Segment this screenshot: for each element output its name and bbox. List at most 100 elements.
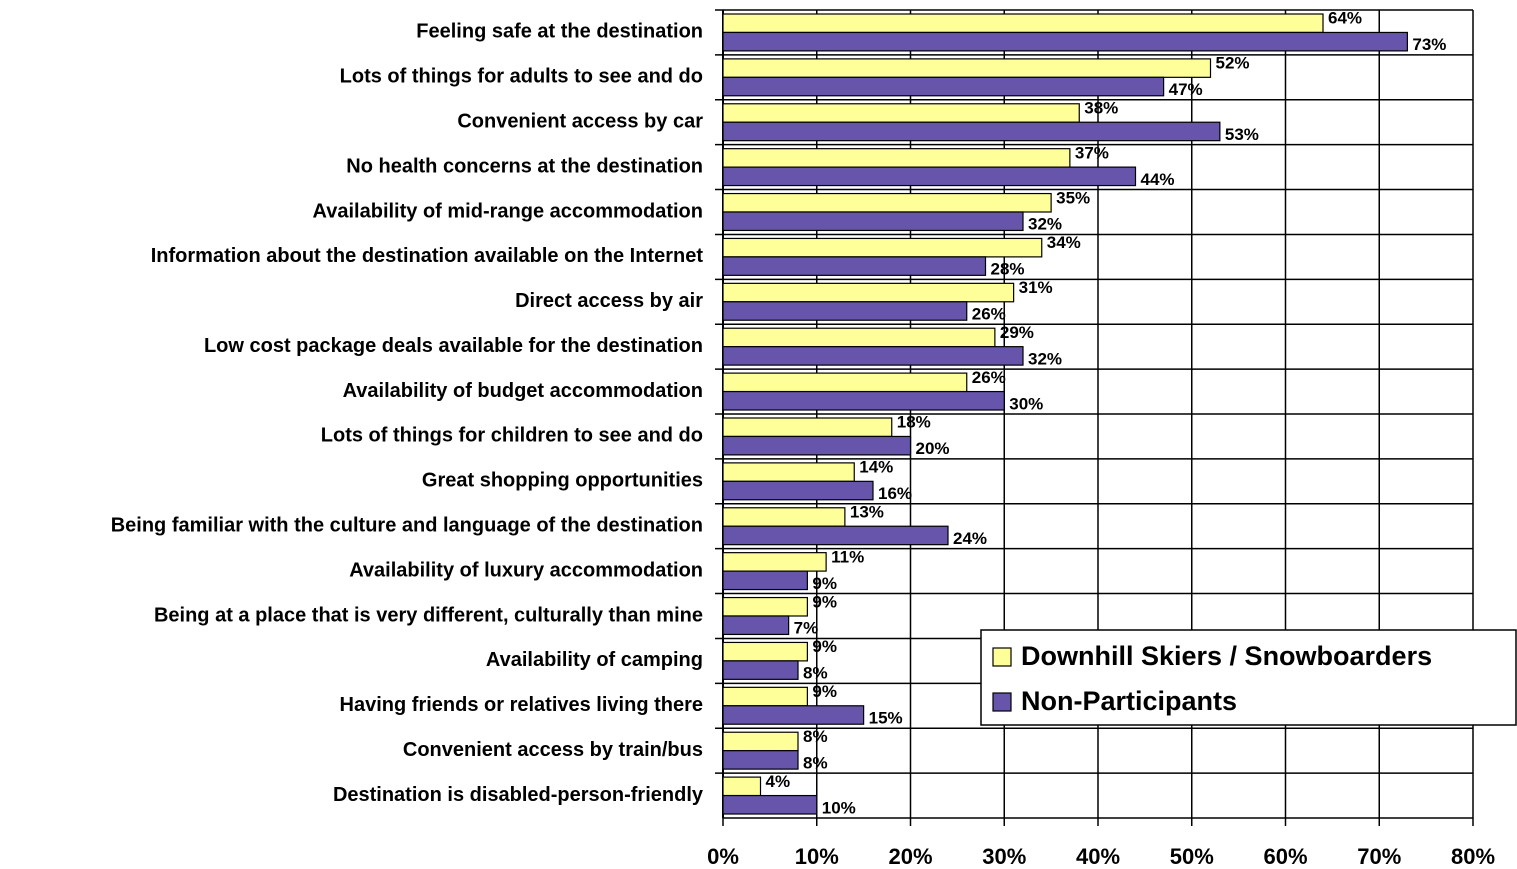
bar	[722, 776, 762, 797]
bar	[722, 121, 1221, 142]
bar	[722, 76, 1165, 97]
category-label: Convenient access by train/bus	[403, 739, 703, 761]
bar	[722, 58, 1212, 78]
x-tick-label: 30%	[982, 844, 1026, 869]
bar	[722, 705, 865, 725]
category-label: Direct access by air	[515, 290, 703, 312]
value-label: 15%	[869, 708, 903, 727]
bar	[722, 480, 874, 501]
bar	[722, 596, 808, 617]
value-label: 37%	[1075, 143, 1109, 162]
value-label: 34%	[1047, 233, 1081, 252]
category-label: Destination is disabled-person-friendly	[333, 784, 704, 806]
legend-swatch	[992, 692, 1012, 712]
category-label: Convenient access by car	[457, 111, 703, 133]
category-label: Availability of mid-range accommodation	[313, 200, 703, 222]
bar	[722, 346, 1024, 366]
category-label: Low cost package deals available for the…	[204, 335, 703, 357]
bar	[722, 435, 912, 456]
category-label: Availability of luxury accommodation	[349, 559, 703, 581]
value-label: 18%	[897, 413, 931, 432]
bar	[722, 211, 1024, 232]
value-label: 16%	[878, 484, 912, 503]
bar	[722, 731, 799, 752]
category-label: Information about the destination availa…	[151, 245, 704, 267]
value-label: 14%	[859, 458, 893, 477]
value-label: 10%	[822, 798, 856, 817]
bar	[722, 327, 996, 348]
category-label: No health concerns at the destination	[346, 155, 703, 177]
bar	[722, 462, 855, 482]
value-label: 9%	[812, 682, 837, 701]
bar	[722, 192, 1052, 213]
value-label: 29%	[1000, 323, 1034, 342]
x-tick-label: 50%	[1170, 844, 1214, 869]
category-label: Great shopping opportunities	[422, 470, 703, 492]
bar	[722, 615, 790, 636]
bar	[722, 13, 1324, 34]
value-label: 47%	[1169, 80, 1203, 99]
value-label: 35%	[1056, 188, 1090, 207]
value-label: 11%	[831, 547, 864, 566]
bar	[722, 166, 1137, 187]
legend-box	[980, 629, 1517, 726]
legend-label: Downhill Skiers / Snowboarders	[1021, 641, 1432, 671]
value-label: 26%	[972, 368, 1006, 387]
bar	[722, 390, 1005, 411]
x-tick-label: 80%	[1451, 844, 1495, 869]
value-label: 32%	[1028, 215, 1062, 234]
bar	[722, 372, 968, 393]
value-label: 7%	[794, 619, 819, 638]
value-label: 44%	[1141, 170, 1175, 189]
value-label: 8%	[803, 664, 828, 683]
legend-swatch	[992, 647, 1012, 667]
category-label: Lots of things for children to see and d…	[321, 425, 703, 447]
bar	[722, 660, 799, 680]
category-label: Lots of things for adults to see and do	[340, 66, 703, 88]
bar	[722, 570, 808, 591]
x-tick-label: 60%	[1263, 844, 1307, 869]
value-label: 24%	[953, 529, 987, 548]
bar	[722, 641, 808, 662]
value-label: 53%	[1225, 125, 1259, 144]
value-label: 8%	[803, 753, 828, 772]
category-label: Having friends or relatives living there	[340, 694, 703, 716]
value-label: 9%	[812, 574, 837, 593]
bar	[722, 686, 808, 707]
value-label: 64%	[1328, 9, 1362, 28]
bar	[722, 282, 1015, 303]
x-tick-label: 70%	[1357, 844, 1401, 869]
bar	[722, 256, 987, 276]
value-label: 30%	[1009, 394, 1043, 413]
bar	[722, 31, 1408, 52]
value-label: 13%	[850, 502, 884, 521]
x-tick-label: 20%	[888, 844, 932, 869]
bar	[722, 794, 818, 815]
value-label: 9%	[812, 592, 837, 611]
bar	[722, 525, 949, 546]
value-label: 31%	[1019, 278, 1053, 297]
value-label: 73%	[1412, 35, 1446, 54]
category-label: Being familiar with the culture and lang…	[111, 515, 703, 537]
bar	[722, 750, 799, 770]
bar	[722, 417, 893, 438]
value-label: 8%	[803, 727, 828, 746]
value-label: 52%	[1216, 54, 1250, 73]
bar	[722, 237, 1043, 258]
value-label: 4%	[766, 772, 791, 791]
bar	[722, 507, 846, 527]
legend-label: Non-Participants	[1021, 686, 1237, 716]
category-label: Availability of camping	[486, 649, 703, 671]
x-tick-label: 40%	[1076, 844, 1120, 869]
category-label: Feeling safe at the destination	[416, 21, 703, 43]
x-tick-label: 0%	[707, 844, 739, 869]
bar	[722, 301, 968, 321]
value-label: 28%	[991, 260, 1025, 279]
category-label: Being at a place that is very different,…	[154, 604, 703, 626]
bar	[722, 103, 1080, 123]
value-label: 26%	[972, 304, 1006, 323]
bar	[722, 148, 1071, 168]
category-label: Availability of budget accommodation	[343, 380, 703, 402]
bar	[722, 552, 827, 572]
value-label: 38%	[1084, 98, 1118, 117]
